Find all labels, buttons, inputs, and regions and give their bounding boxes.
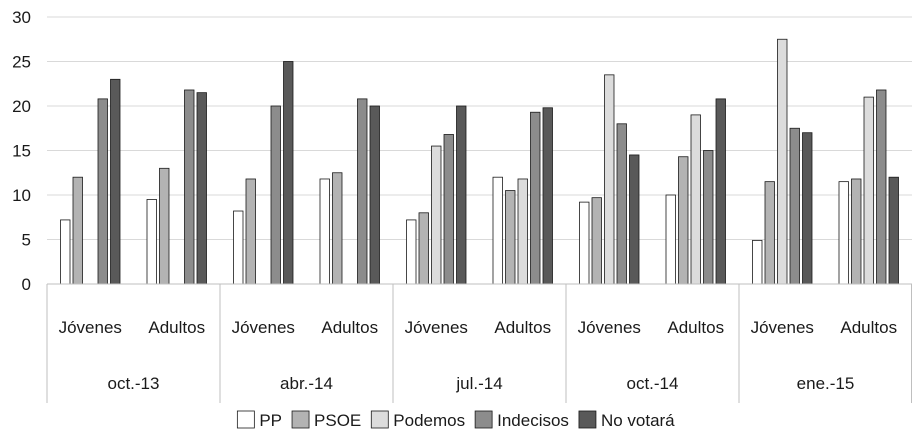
x-group-label: abr.-14 [280, 374, 333, 393]
x-group-label: ene.-15 [797, 374, 855, 393]
legend-swatch [578, 410, 597, 429]
bar [270, 105, 281, 285]
bar [332, 172, 343, 285]
y-tick-label: 25 [12, 53, 31, 72]
bar [283, 61, 294, 285]
bar [431, 145, 442, 285]
x-category-label: Jóvenes [232, 318, 295, 337]
bar [715, 98, 726, 285]
bar [233, 210, 244, 285]
bar [863, 96, 874, 285]
bar [876, 89, 887, 285]
bar [456, 105, 467, 285]
bar [604, 74, 615, 285]
legend-swatch [236, 410, 255, 429]
legend-swatch [291, 410, 310, 429]
bar [629, 154, 640, 285]
y-tick-label: 30 [12, 8, 31, 27]
x-category-label: Jóvenes [405, 318, 468, 337]
bar [703, 150, 714, 285]
legend-label: Podemos [393, 411, 465, 430]
bar [789, 127, 800, 285]
x-category-label: Jóvenes [751, 318, 814, 337]
x-category-label: Jóvenes [578, 318, 641, 337]
x-category-label: Adultos [148, 318, 205, 337]
bar [591, 197, 602, 285]
bar [505, 190, 516, 285]
legend-label: Indecisos [497, 411, 569, 430]
bar [777, 38, 788, 285]
bar [616, 123, 627, 285]
bar [406, 219, 417, 285]
bar [678, 156, 689, 285]
bar [146, 199, 157, 285]
legend-swatch [370, 410, 389, 429]
bar [517, 178, 528, 285]
legend-label: PSOE [314, 411, 361, 430]
x-category-label: Adultos [494, 318, 551, 337]
bar [159, 167, 170, 285]
bar [60, 219, 71, 285]
y-tick-label: 5 [22, 231, 31, 250]
bar [369, 105, 380, 285]
y-tick-label: 15 [12, 142, 31, 161]
bar [443, 134, 454, 285]
x-category-label: Adultos [840, 318, 897, 337]
x-group-label: oct.-13 [108, 374, 160, 393]
bar [319, 178, 330, 285]
bar [184, 89, 195, 285]
x-category-label: Adultos [667, 318, 724, 337]
legend-label: PP [259, 411, 282, 430]
bar [665, 194, 676, 285]
bar [492, 176, 503, 285]
bar [357, 98, 368, 285]
bar [764, 181, 775, 285]
bar [690, 114, 701, 285]
legend-label: No votará [601, 411, 675, 430]
bar [72, 176, 83, 285]
bar [542, 107, 553, 285]
x-category-label: Jóvenes [59, 318, 122, 337]
bar [245, 178, 256, 285]
y-tick-label: 10 [12, 186, 31, 205]
bar [838, 181, 849, 285]
bar [802, 132, 813, 285]
y-tick-label: 0 [22, 275, 31, 294]
x-group-label: jul.-14 [455, 374, 502, 393]
bar [110, 78, 121, 285]
bar [418, 212, 429, 285]
bar [97, 98, 108, 285]
legend-swatch [474, 410, 493, 429]
y-tick-label: 20 [12, 97, 31, 116]
bar [752, 239, 763, 285]
x-group-label: oct.-14 [627, 374, 679, 393]
x-category-label: Adultos [321, 318, 378, 337]
bar [888, 176, 899, 285]
bar [851, 178, 862, 285]
bar [196, 92, 207, 285]
bar [530, 111, 541, 285]
bar [579, 201, 590, 285]
